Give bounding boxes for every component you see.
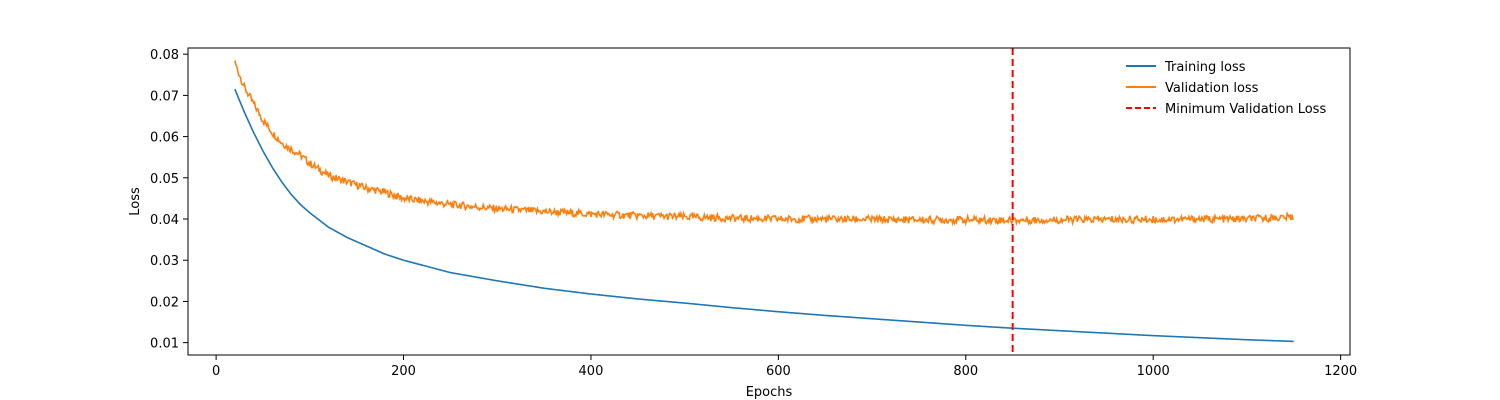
x-tick-label: 1200 (1324, 364, 1357, 379)
x-tick-label: 600 (766, 364, 791, 379)
legend-label: Validation loss (1165, 81, 1259, 96)
x-tick-label: 800 (953, 364, 978, 379)
x-tick-label: 0 (212, 364, 220, 379)
series-layer (234, 48, 1294, 355)
legend-label: Training loss (1164, 60, 1246, 75)
y-tick-label: 0.05 (150, 172, 179, 187)
axes-layer: 0 200 400 600 800 1000 1200 0.01 0.02 0.03 0.04 0.0… (150, 47, 1357, 379)
y-tick-label: 0.07 (150, 89, 179, 104)
x-axis-label: Epochs (746, 385, 793, 400)
validation-loss-line (234, 60, 1294, 227)
y-tick-label: 0.01 (150, 337, 179, 352)
x-tick-label: 200 (391, 364, 416, 379)
legend-label: Minimum Validation Loss (1165, 102, 1326, 117)
training-loss-line (234, 88, 1294, 343)
y-tick-label: 0.08 (150, 48, 179, 63)
legend: Training loss Validation loss Minimum Vali… (1126, 60, 1326, 117)
y-tick-label: 0.06 (150, 131, 179, 146)
plot-frame (187, 47, 1351, 356)
y-tick-label: 0.02 (150, 295, 179, 310)
x-tick-label: 400 (579, 364, 604, 379)
y-tick-label: 0.04 (150, 213, 179, 228)
y-axis-label: Loss (128, 187, 143, 216)
y-tick-label: 0.03 (150, 254, 179, 269)
x-tick-label: 1000 (1137, 364, 1170, 379)
